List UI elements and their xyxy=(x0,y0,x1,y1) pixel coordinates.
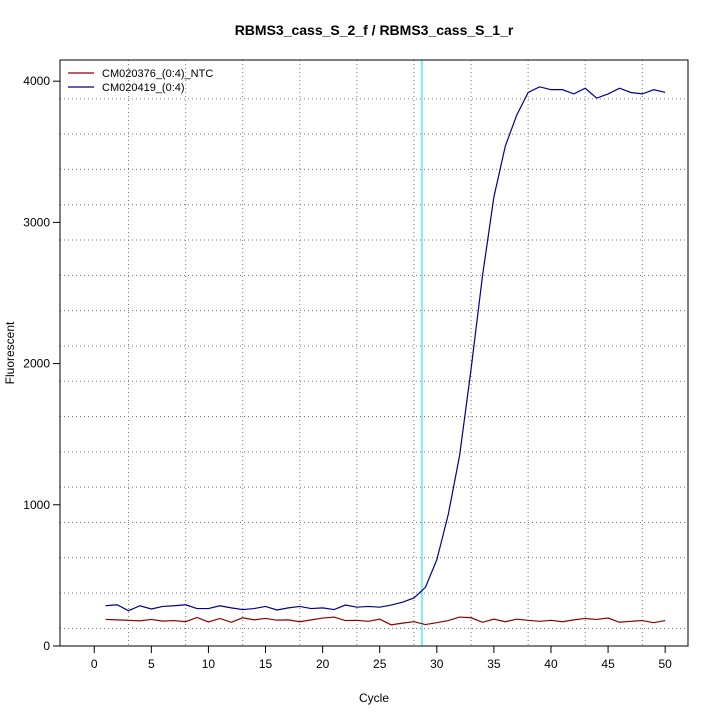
y-tick-label: 4000 xyxy=(23,74,50,88)
chart-title: RBMS3_cass_S_2_f / RBMS3_cass_S_1_r xyxy=(235,22,514,38)
x-axis: 0 5 10 15 20 25 30 35 40 45 50 xyxy=(91,645,672,671)
x-tick-label: 20 xyxy=(316,657,330,671)
grid-layer xyxy=(60,60,688,646)
y-tick-label: 3000 xyxy=(23,215,50,229)
x-tick-label: 50 xyxy=(658,657,672,671)
y-axis-label: Fluorescent xyxy=(3,321,17,384)
x-tick-label: 15 xyxy=(259,657,273,671)
x-tick-label: 0 xyxy=(91,657,98,671)
x-tick-label: 40 xyxy=(544,657,558,671)
legend: CM020376_(0:4)_NTC CM020419_(0:4) xyxy=(68,68,213,94)
x-tick-label: 10 xyxy=(202,657,216,671)
y-tick-label: 2000 xyxy=(23,357,50,371)
x-tick-label: 5 xyxy=(148,657,155,671)
series-line xyxy=(105,86,666,612)
x-tick-label: 25 xyxy=(373,657,387,671)
x-tick-label: 45 xyxy=(601,657,615,671)
x-tick-label: 30 xyxy=(430,657,444,671)
x-tick-label: 35 xyxy=(487,657,501,671)
legend-entry: CM020419_(0:4) xyxy=(102,82,185,94)
y-axis: 0 1000 2000 3000 4000 xyxy=(23,74,60,653)
y-tick-label: 1000 xyxy=(23,498,50,512)
x-axis-label: Cycle xyxy=(359,691,389,705)
series-line xyxy=(105,616,666,626)
plot-frame xyxy=(59,59,689,647)
y-tick-label: 0 xyxy=(43,639,50,653)
legend-entry: CM020376_(0:4)_NTC xyxy=(102,68,213,80)
series-layer xyxy=(105,86,666,626)
